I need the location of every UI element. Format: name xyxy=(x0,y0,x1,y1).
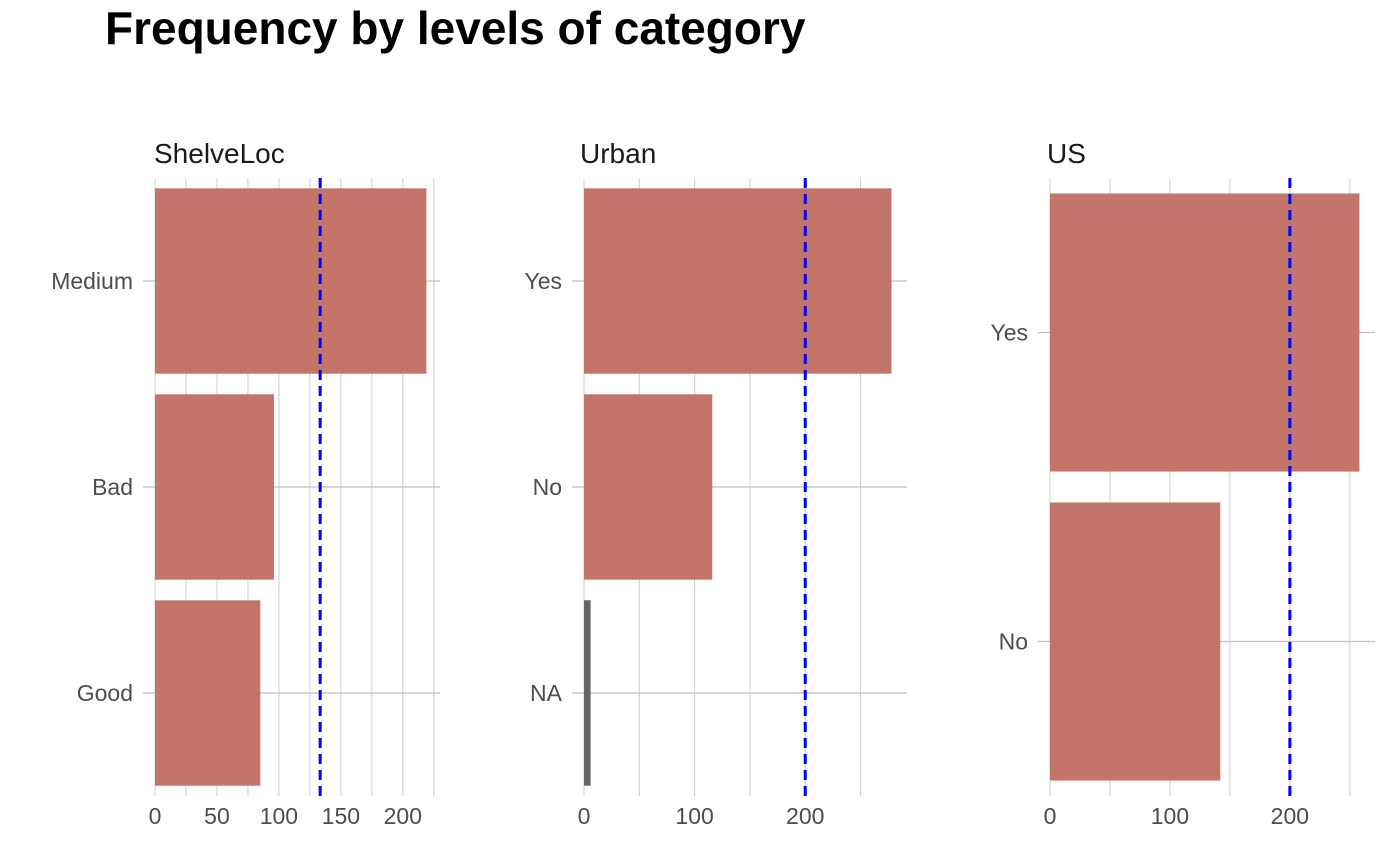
x-tick-label: 100 xyxy=(1151,803,1189,829)
y-tick-label: Good xyxy=(77,680,133,706)
y-tick-label: Medium xyxy=(51,268,133,294)
bar-yes xyxy=(584,188,892,374)
bar-medium xyxy=(155,188,427,374)
facets-group: ShelveLoc Medium Bad Good 0 50 100 150 200 Urban Y… xyxy=(51,138,1375,829)
x-tick-label: 0 xyxy=(578,803,591,829)
bar-no xyxy=(1050,502,1221,781)
x-tick-label: 0 xyxy=(149,803,162,829)
facet-title: US xyxy=(1047,138,1086,169)
facet-urban: Urban Yes No NA 0 100 200 xyxy=(524,138,907,829)
x-tick-label: 150 xyxy=(322,803,360,829)
facet-us: US Yes No 0 100 200 xyxy=(990,138,1375,829)
y-tick-label: NA xyxy=(530,680,563,706)
x-tick-label: 200 xyxy=(786,803,824,829)
y-tick-label: No xyxy=(999,629,1028,655)
facet-title: Urban xyxy=(580,138,656,169)
y-tick-label: Yes xyxy=(990,320,1028,346)
y-tick-label: Yes xyxy=(524,268,562,294)
bar-yes xyxy=(1050,193,1360,472)
facet-title: ShelveLoc xyxy=(154,138,285,169)
y-tick-label: No xyxy=(533,474,562,500)
bar-na xyxy=(584,600,591,786)
x-tick-label: 0 xyxy=(1044,803,1057,829)
x-tick-label: 100 xyxy=(260,803,298,829)
chart-title: Frequency by levels of category xyxy=(105,2,806,54)
bar-no xyxy=(584,394,713,580)
x-tick-label: 50 xyxy=(204,803,230,829)
facet-shelveloc: ShelveLoc Medium Bad Good 0 50 100 150 200 xyxy=(51,138,440,829)
bar-good xyxy=(155,600,261,786)
x-tick-label: 200 xyxy=(1271,803,1309,829)
y-tick-label: Bad xyxy=(92,474,133,500)
bar-bad xyxy=(155,394,274,580)
x-tick-label: 100 xyxy=(675,803,713,829)
x-tick-label: 200 xyxy=(384,803,422,829)
